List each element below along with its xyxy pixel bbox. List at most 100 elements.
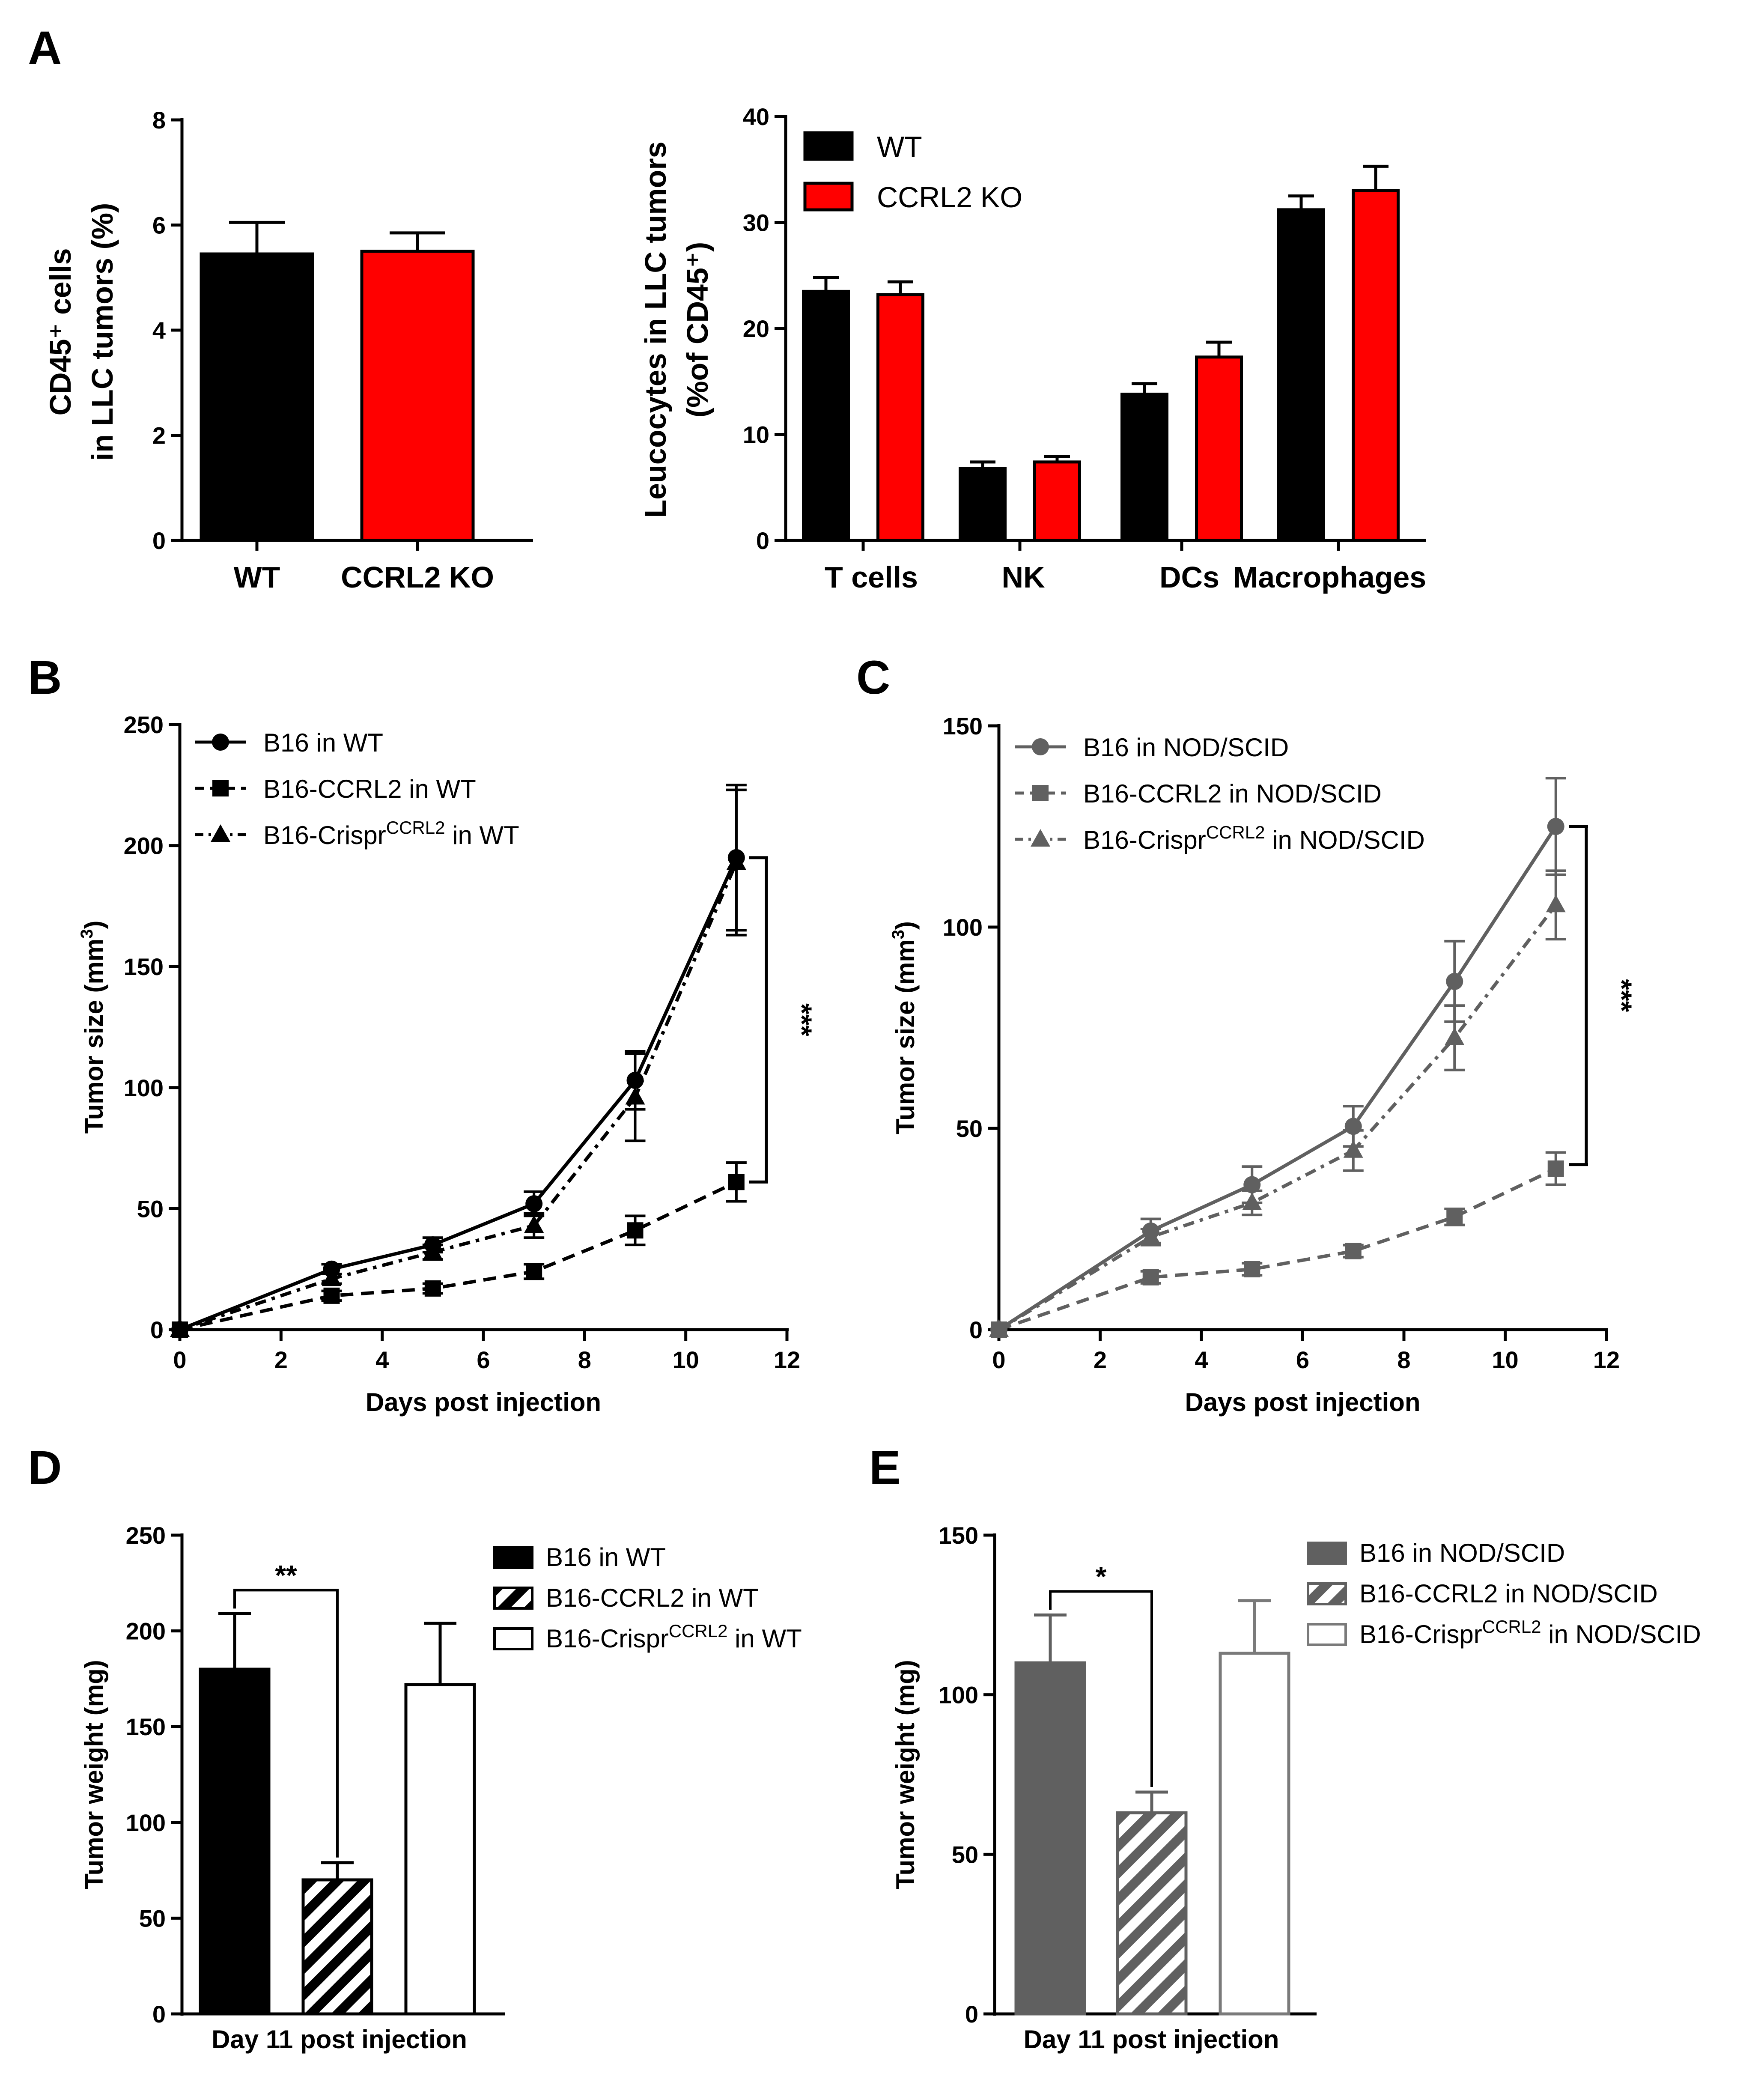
bar-wt: [200, 252, 314, 542]
significance-label: **: [275, 1559, 297, 1591]
y-tick-label: 100: [126, 1809, 166, 1836]
x-tick-label: 0: [173, 1346, 186, 1373]
y-tick-label: 20: [743, 315, 769, 342]
significance-label: ***: [1606, 979, 1638, 1012]
point-triangle: [1445, 1027, 1465, 1045]
x-tick-label: 8: [1397, 1346, 1410, 1373]
significance-label: ***: [786, 1003, 818, 1036]
x-tick-label: 6: [1296, 1346, 1309, 1373]
significance-bracket: [1049, 1590, 1153, 1787]
legend-swatch-solid: [493, 1546, 533, 1569]
panel-label-c: C: [856, 651, 890, 704]
x-tick-label: 0: [992, 1346, 1005, 1373]
point-square: [424, 1280, 441, 1297]
y-tick-label: 50: [139, 1905, 166, 1932]
x-tick-label: 12: [1593, 1346, 1620, 1373]
y-tick-label: 4: [152, 317, 166, 344]
bar-macrophages-ccrl2-ko: [1352, 189, 1400, 542]
y-tick-label: 0: [965, 2001, 978, 2028]
y-axis-label: Tumor size (mm3): [889, 921, 920, 1134]
point-triangle: [524, 1215, 544, 1233]
y-tick-label: 2: [152, 422, 166, 449]
legend-label: B16-CCRL2 in NOD/SCID: [1083, 779, 1382, 808]
y-tick-label: 8: [152, 107, 166, 134]
point-circle: [1243, 1176, 1261, 1193]
bar-macrophages-wt: [1277, 208, 1325, 542]
x-tick-label: CCRL2 KO: [341, 561, 494, 594]
legend-marker-circle: [1032, 738, 1049, 755]
y-tick-label: 0: [756, 527, 769, 554]
y-axis-label: Tumor weight (mg): [80, 1660, 108, 1889]
point-square: [1345, 1243, 1362, 1259]
x-tick-label: T cells: [825, 561, 918, 594]
x-axis-label: Days post injection: [366, 1388, 601, 1417]
bar-dcs-ccrl2-ko: [1195, 355, 1243, 542]
legend-label: B16 in NOD/SCID: [1359, 1539, 1565, 1567]
legend-swatch-ccrl2-ko: [803, 182, 854, 212]
series-line-circle: [179, 857, 738, 1331]
x-tick-label: DCs: [1159, 561, 1219, 594]
legend-label: B16 in WT: [546, 1543, 666, 1572]
y-tick-label: 10: [743, 421, 769, 448]
x-tick-label: 4: [375, 1346, 389, 1373]
significance-bracket: [233, 1589, 339, 1858]
y-tick-label: 0: [150, 1316, 164, 1343]
y-tick-label: 150: [124, 953, 164, 980]
point-circle: [525, 1195, 543, 1213]
legend-marker-circle: [212, 734, 229, 751]
chart-leucocytes: 0 10 20 30 40 T cells NK DCs Macrophages WT CCRL2 …: [639, 103, 1426, 594]
point-circle: [1547, 818, 1564, 835]
chart-tumor-weight-nodscid: 0 50 100 150 Day 11 post injection Tumor weig…: [891, 1522, 1701, 2054]
point-circle: [323, 1260, 340, 1278]
bar-t-cells-ccrl2-ko: [876, 293, 924, 542]
bar-hatched: [1116, 1811, 1188, 2016]
legend-swatch-solid: [1307, 1542, 1347, 1565]
y-tick-label: 150: [943, 713, 983, 740]
x-tick-label: 4: [1195, 1346, 1208, 1373]
y-tick-label: 200: [126, 1618, 166, 1645]
bar-nk-wt: [959, 467, 1007, 542]
chart-tumor-weight-wt: 0 50 100 150 200 250 Day 11 post injection Tumo…: [80, 1522, 802, 2054]
point-circle: [1446, 972, 1463, 990]
bar-ccrl2-ko: [360, 250, 475, 542]
legend-marker-triangle: [211, 824, 230, 842]
y-tick-label: 150: [126, 1713, 166, 1740]
legend-label: B16-CrisprCCRL2 in WT: [263, 817, 519, 850]
y-tick-label: 250: [126, 1522, 166, 1549]
x-tick-label: 2: [1094, 1346, 1107, 1373]
series-line-circle: [998, 825, 1558, 1331]
x-tick-label: 6: [477, 1346, 490, 1373]
series-line-square: [179, 1180, 737, 1331]
point-square: [1244, 1261, 1260, 1277]
point-square: [627, 1222, 644, 1239]
point-triangle: [1546, 895, 1566, 913]
point-circle: [727, 849, 745, 866]
legend-label: B16-CrisprCCRL2 in NOD/SCID: [1083, 822, 1425, 854]
x-axis-label: Day 11 post injection: [212, 2025, 467, 2054]
x-axis-label: Day 11 post injection: [1024, 2025, 1279, 2054]
legend-label: CCRL2 KO: [877, 181, 1022, 214]
x-tick-label: 8: [578, 1346, 591, 1373]
y-tick-label: 50: [137, 1195, 164, 1222]
point-circle: [1344, 1118, 1362, 1135]
legend-label: WT: [877, 131, 922, 163]
legend-swatch-white: [493, 1627, 533, 1650]
y-axis-label: Tumor size (mm3): [77, 921, 108, 1134]
x-axis-label: Days post injection: [1185, 1388, 1420, 1417]
y-tick-label: 150: [939, 1522, 978, 1549]
x-tick-label: 12: [774, 1346, 800, 1373]
y-axis-label: Leucocytes in LLC tumors (%of CD45⁺): [639, 141, 714, 518]
legend-marker-square: [212, 780, 229, 796]
bar-dcs-wt: [1120, 392, 1168, 542]
x-tick-label: WT: [234, 561, 280, 594]
x-tick-label: 10: [1492, 1346, 1518, 1373]
chart-cd45-cells: 0 2 4 6 8 WT CCRL2 KO CD45⁺ cells in LLC tumors …: [44, 107, 533, 594]
bar-nk-ccrl2-ko: [1033, 460, 1081, 542]
chart-tumor-size-nodscid: 0 50 100 150 0 2 4 6 8 10 12 Days post injection Tum…: [889, 713, 1638, 1417]
bar-hatched: [301, 1878, 373, 2016]
legend-swatch-hatched: [493, 1587, 533, 1610]
y-tick-label: 200: [124, 832, 164, 859]
y-tick-label: 100: [943, 914, 983, 941]
legend-label: B16-CrisprCCRL2 in NOD/SCID: [1359, 1617, 1701, 1649]
